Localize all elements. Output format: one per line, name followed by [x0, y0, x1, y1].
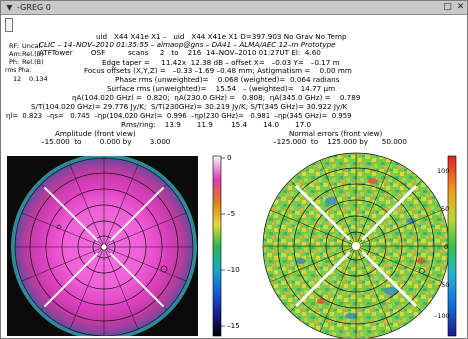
rf-label: RF:: [9, 42, 19, 50]
left-plot-range: –15.000 to 0.000 by 3.000: [41, 137, 171, 146]
chevron-down-icon[interactable]: ▼: [6, 3, 13, 12]
header-line-1: uid X44 X41e X1 – uid X44 X41e X1 D=397.…: [96, 32, 347, 41]
close-button[interactable]: ✕: [456, 2, 465, 12]
ph-value: Rel.(B): [22, 58, 44, 66]
header-line-3: ATFTower OSF scans 2 to 216 14–NOV–2010 …: [39, 48, 321, 57]
left-colorbar-tick: –15: [227, 321, 240, 330]
header-line-10: ηl= 0.823 –ηs= 0.745 –ηp(104.020 GHz)= 0…: [6, 112, 352, 120]
rms-pha-label: rms Pha.: [5, 67, 32, 74]
right-colorbar-tick: 0: [444, 243, 449, 251]
amplitude-map: [7, 156, 198, 336]
amplitude-colorbar: [212, 155, 222, 337]
header-line-9: S/T(104.020 GHz)= 29.776 Jy/K; S/T(230GH…: [31, 102, 348, 111]
normal-errors-map: [262, 152, 450, 338]
window-title: -GREG 0: [17, 3, 51, 12]
right-colorbar-tick: 100: [437, 167, 450, 175]
normal-errors-colorbar: [447, 155, 457, 337]
right-colorbar-tick: –50: [438, 281, 450, 289]
title-bar[interactable]: ▼ -GREG 0 □ ✕: [1, 1, 467, 15]
scroll-handle[interactable]: [5, 18, 13, 32]
restore-button[interactable]: □: [443, 2, 452, 12]
rms-per-ring: Rms/ring: 13.9 11.9 15.4 14.0 17.0: [121, 120, 312, 129]
rms-value-b: 0.134: [29, 75, 48, 83]
header-line-5: Focus offsets (X,Y,Z) = –0.33 –1.69 –0.4…: [84, 66, 352, 75]
header-line-6: Phase rms (unweighted)= 0.068 (weighted)…: [115, 75, 340, 84]
ph-label: Ph:: [9, 58, 20, 66]
right-plot-title: Normal errors (front view): [289, 129, 383, 138]
right-colorbar-tick: 50: [441, 205, 450, 213]
am-value: Rel.(B): [22, 50, 44, 58]
header-line-2: CLIC – 14–NOV–2010 01:35:55 – almaop@gns…: [39, 40, 336, 49]
left-colorbar-tick: –5: [227, 209, 236, 218]
header-line-7: Surface rms (unweighted)= 15.54 – (weigh…: [107, 84, 336, 93]
header-line-8: ηA(104.020 GHz) = 0.820; ηA(230.0 GHz) =…: [72, 93, 361, 102]
right-colorbar-tick: –100: [434, 312, 450, 320]
rf-value: Uncal.: [22, 42, 43, 50]
header-line-4: Edge taper = 11.42x 12.38 dB – offset X=…: [102, 58, 340, 67]
right-plot-range: –125.000 to 125.000 by 50.000: [273, 137, 407, 146]
am-label: Am:: [9, 50, 22, 58]
rms-value-a: 12: [13, 75, 22, 83]
left-plot-title: Amplitude (front view): [55, 129, 136, 138]
left-colorbar-tick: 0: [227, 153, 232, 162]
left-colorbar-tick: –10: [227, 265, 240, 274]
